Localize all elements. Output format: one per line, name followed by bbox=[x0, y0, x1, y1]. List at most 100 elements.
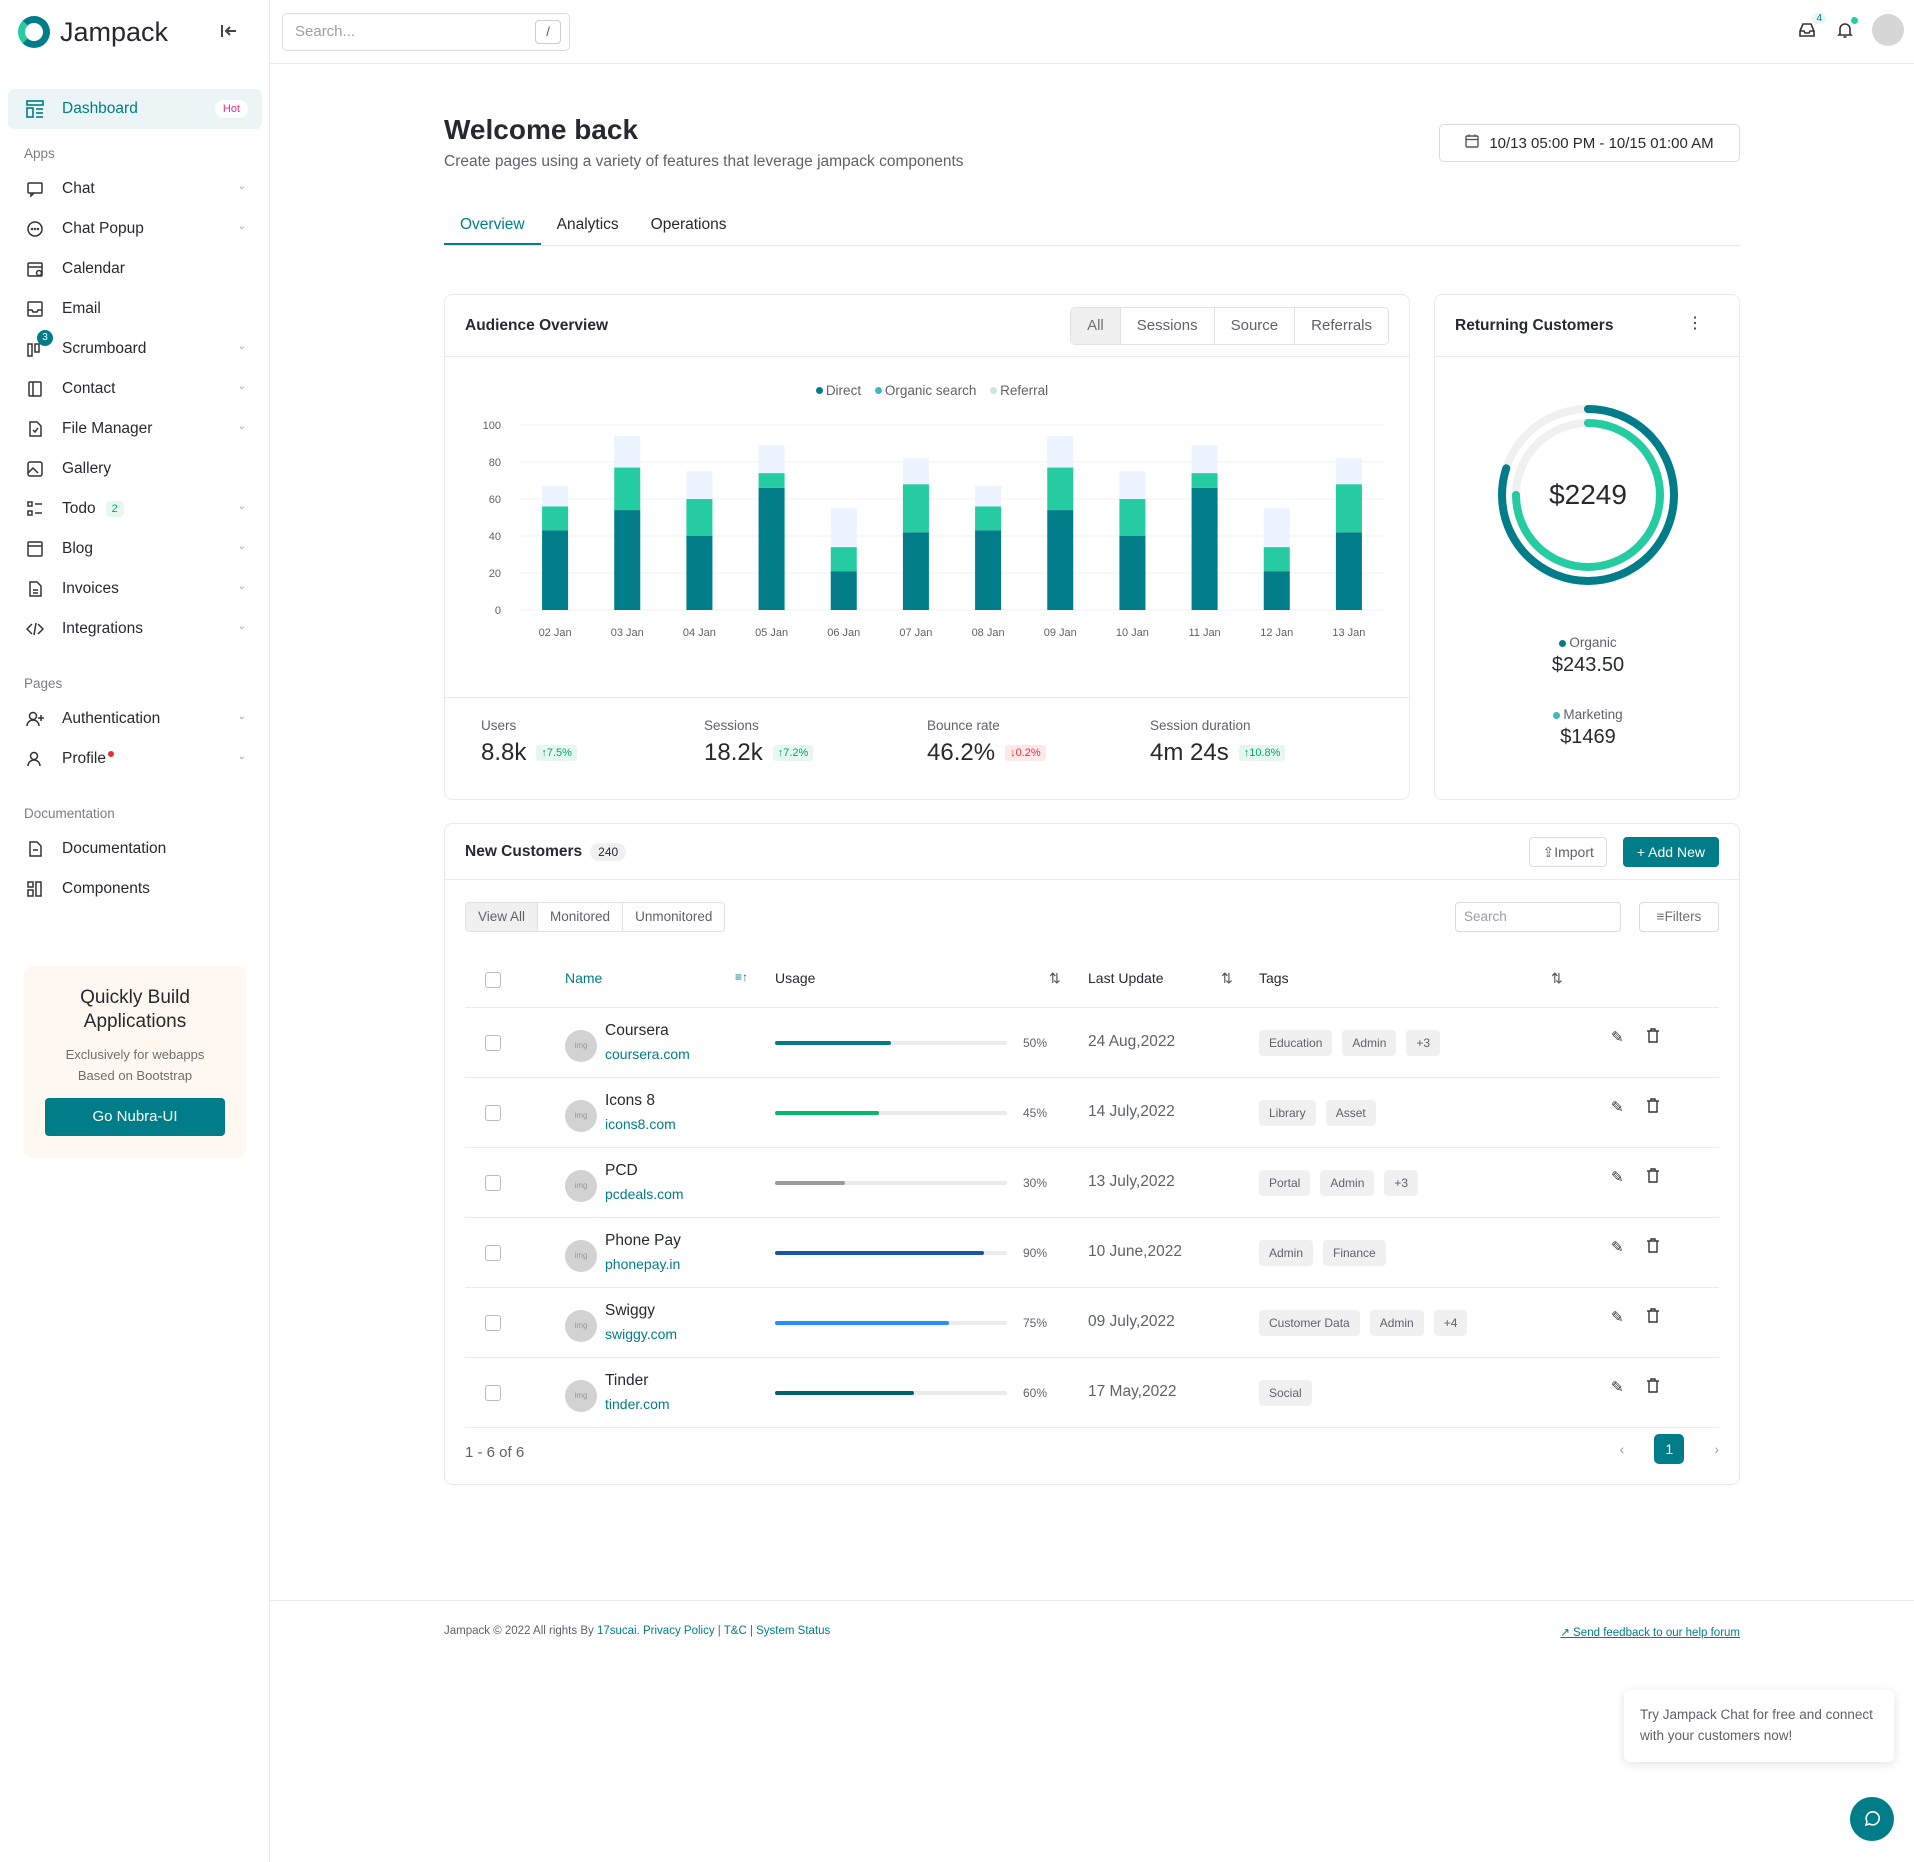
sidebar-item-calendar[interactable]: Calendar bbox=[8, 249, 262, 289]
tab-operations[interactable]: Operations bbox=[650, 216, 727, 233]
row-checkbox[interactable] bbox=[485, 1315, 501, 1331]
col-name[interactable]: Name bbox=[565, 970, 603, 986]
tag-badge[interactable]: Admin bbox=[1342, 1030, 1397, 1056]
filter-referrals[interactable]: Referrals bbox=[1311, 317, 1372, 334]
bar-direct[interactable] bbox=[1191, 487, 1218, 610]
sort-date-icon[interactable]: ⇅ bbox=[1221, 970, 1233, 986]
sidebar-item-chat[interactable]: Chat ⌄ bbox=[8, 169, 262, 209]
filter-all[interactable]: All bbox=[1071, 308, 1121, 344]
bar-direct[interactable] bbox=[902, 532, 929, 610]
table-row[interactable]: img Swiggy swiggy.com 75% 09 July,2022 Custom… bbox=[465, 1288, 1719, 1358]
trash-icon[interactable] bbox=[1646, 1378, 1660, 1397]
author-link[interactable]: 17sucai. bbox=[596, 1625, 640, 1637]
tag-badge[interactable]: Library bbox=[1259, 1100, 1316, 1126]
add-new-button[interactable]: + Add New bbox=[1622, 837, 1719, 867]
sidebar-item-authentication[interactable]: Authentication ⌄ bbox=[8, 699, 262, 739]
bar-referral[interactable] bbox=[758, 445, 785, 474]
row-checkbox[interactable] bbox=[485, 1105, 501, 1121]
bar-organic-search[interactable] bbox=[686, 499, 713, 536]
company-url[interactable]: pcdeals.com bbox=[605, 1186, 684, 1202]
edit-icon[interactable]: ✎ bbox=[1611, 1379, 1624, 1396]
customers-search-input[interactable]: Search bbox=[1455, 902, 1621, 932]
company-url[interactable]: coursera.com bbox=[605, 1046, 690, 1062]
bar-organic-search[interactable] bbox=[830, 547, 857, 572]
col-usage[interactable]: Usage bbox=[775, 970, 816, 986]
company-name[interactable]: PCD bbox=[605, 1162, 638, 1179]
sidebar-item-file-manager[interactable]: File Manager ⌄ bbox=[8, 409, 262, 449]
tc-link[interactable]: T&C bbox=[723, 1625, 747, 1637]
page-1-button[interactable]: 1 bbox=[1654, 1434, 1685, 1464]
tag-badge[interactable]: Admin bbox=[1320, 1170, 1375, 1196]
chat-launcher-button[interactable] bbox=[1850, 1797, 1894, 1841]
table-row[interactable]: img Tinder tinder.com 60% 17 May,2022 Social ✎ bbox=[465, 1358, 1719, 1428]
select-all-checkbox[interactable] bbox=[485, 972, 501, 988]
bar-organic-search[interactable] bbox=[1263, 547, 1290, 572]
sidebar-item-email[interactable]: Email bbox=[8, 289, 262, 329]
bar-referral[interactable] bbox=[1119, 471, 1146, 499]
more-vertical-icon[interactable]: ⋮ bbox=[1687, 315, 1703, 332]
bar-referral[interactable] bbox=[1335, 458, 1362, 485]
tag-badge[interactable]: Admin bbox=[1369, 1310, 1424, 1336]
go-nubra-button[interactable]: Go Nubra-UI bbox=[45, 1098, 225, 1136]
bar-referral[interactable] bbox=[686, 471, 713, 499]
privacy-policy-link[interactable]: Privacy Policy bbox=[643, 1625, 715, 1637]
tag-badge[interactable]: Social bbox=[1259, 1380, 1312, 1406]
bar-organic-search[interactable] bbox=[1047, 467, 1074, 511]
company-url[interactable]: phonepay.in bbox=[605, 1256, 681, 1272]
tag-badge[interactable]: Portal bbox=[1259, 1170, 1311, 1196]
col-tags[interactable]: Tags bbox=[1259, 970, 1289, 986]
edit-icon[interactable]: ✎ bbox=[1611, 1029, 1624, 1046]
sidebar-item-contact[interactable]: Contact ⌄ bbox=[8, 369, 262, 409]
bar-organic-search[interactable] bbox=[975, 506, 1002, 531]
inbox-icon[interactable]: 4 bbox=[1796, 13, 1826, 41]
edit-icon[interactable]: ✎ bbox=[1611, 1099, 1624, 1116]
sidebar-item-chat-popup[interactable]: Chat Popup ⌄ bbox=[8, 209, 262, 249]
trash-icon[interactable] bbox=[1646, 1028, 1660, 1047]
col-last-update[interactable]: Last Update bbox=[1088, 970, 1164, 986]
table-row[interactable]: img Coursera coursera.com 50% 24 Aug,2022 Edu… bbox=[465, 1008, 1719, 1078]
legend-direct[interactable]: Direct bbox=[825, 383, 862, 398]
date-range-picker[interactable]: 10/13 05:00 PM - 10/15 01:00 AM bbox=[1439, 124, 1740, 162]
collapse-sidebar-icon[interactable] bbox=[220, 22, 238, 45]
prev-page-icon[interactable]: ‹ bbox=[1619, 1441, 1625, 1457]
company-url[interactable]: swiggy.com bbox=[605, 1326, 678, 1342]
edit-icon[interactable]: ✎ bbox=[1611, 1309, 1624, 1326]
feedback-link[interactable]: ↗ Send feedback to our help forum bbox=[1560, 1625, 1740, 1639]
tab-analytics[interactable]: Analytics bbox=[556, 216, 619, 233]
company-url[interactable]: icons8.com bbox=[605, 1116, 676, 1132]
bar-referral[interactable] bbox=[614, 436, 641, 468]
bar-direct[interactable] bbox=[1047, 510, 1074, 610]
bar-referral[interactable] bbox=[975, 486, 1002, 507]
bar-organic-search[interactable] bbox=[902, 484, 929, 533]
sidebar-item-integrations[interactable]: Integrations ⌄ bbox=[8, 609, 262, 649]
bar-direct[interactable] bbox=[830, 571, 857, 610]
company-name[interactable]: Phone Pay bbox=[605, 1232, 681, 1249]
sidebar-item-profile[interactable]: Profile ⌄ bbox=[8, 739, 262, 779]
bar-direct[interactable] bbox=[758, 487, 785, 610]
search-input[interactable]: Search... / bbox=[282, 13, 570, 51]
sidebar-item-components[interactable]: Components bbox=[8, 869, 262, 909]
bar-referral[interactable] bbox=[830, 508, 857, 548]
sort-asc-icon[interactable]: ≡↑ bbox=[735, 970, 749, 984]
sort-usage-icon[interactable]: ⇅ bbox=[1049, 970, 1061, 986]
table-row[interactable]: img PCD pcdeals.com 30% 13 July,2022 Portal Ad… bbox=[465, 1148, 1719, 1218]
sort-tags-icon[interactable]: ⇅ bbox=[1551, 970, 1563, 986]
system-status-link[interactable]: System Status bbox=[756, 1625, 831, 1637]
bar-organic-search[interactable] bbox=[1335, 484, 1362, 533]
bar-referral[interactable] bbox=[902, 458, 929, 485]
filters-button[interactable]: ≡Filters bbox=[1639, 902, 1719, 932]
bar-organic-search[interactable] bbox=[758, 473, 785, 488]
bar-referral[interactable] bbox=[1047, 436, 1074, 468]
company-name[interactable]: Icons 8 bbox=[605, 1092, 655, 1109]
company-name[interactable]: Tinder bbox=[605, 1372, 649, 1389]
tag-badge[interactable]: +3 bbox=[1384, 1170, 1419, 1196]
sidebar-item-dashboard[interactable]: Dashboard Hot bbox=[8, 89, 262, 129]
table-row[interactable]: img Phone Pay phonepay.in 90% 10 June,2022 Ad… bbox=[465, 1218, 1719, 1288]
sidebar-item-invoices[interactable]: Invoices ⌄ bbox=[8, 569, 262, 609]
bar-direct[interactable] bbox=[542, 530, 569, 610]
trash-icon[interactable] bbox=[1646, 1308, 1660, 1327]
company-url[interactable]: tinder.com bbox=[605, 1396, 670, 1412]
bar-organic-search[interactable] bbox=[542, 506, 569, 531]
import-button[interactable]: ⇪Import bbox=[1529, 837, 1607, 867]
bell-icon[interactable] bbox=[1834, 17, 1858, 41]
